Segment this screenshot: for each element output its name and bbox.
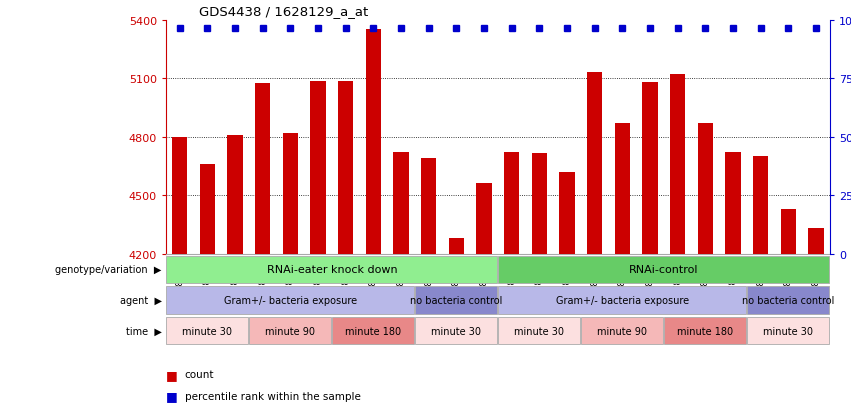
Text: GDS4438 / 1628129_a_at: GDS4438 / 1628129_a_at xyxy=(199,5,368,18)
Bar xyxy=(333,317,414,344)
Bar xyxy=(167,287,414,314)
Bar xyxy=(665,317,746,344)
Bar xyxy=(643,83,658,254)
Bar xyxy=(559,172,574,254)
Bar xyxy=(581,317,663,344)
Bar xyxy=(670,75,685,254)
Bar xyxy=(747,287,829,314)
Bar xyxy=(532,154,547,254)
Bar xyxy=(227,135,243,254)
Text: no bacteria control: no bacteria control xyxy=(410,295,503,305)
Text: time  ▶: time ▶ xyxy=(126,326,162,336)
Bar xyxy=(421,159,437,254)
Text: Gram+/- bacteria exposure: Gram+/- bacteria exposure xyxy=(224,295,357,305)
Text: count: count xyxy=(185,370,214,380)
Bar xyxy=(393,153,408,254)
Text: minute 90: minute 90 xyxy=(266,326,316,336)
Text: Gram+/- bacteria exposure: Gram+/- bacteria exposure xyxy=(556,295,688,305)
Bar xyxy=(338,82,353,254)
Text: genotype/variation  ▶: genotype/variation ▶ xyxy=(55,265,162,275)
Bar xyxy=(366,31,381,254)
Text: minute 30: minute 30 xyxy=(431,326,482,336)
Bar xyxy=(255,84,271,254)
Bar xyxy=(283,133,298,254)
Bar xyxy=(499,287,746,314)
Text: minute 180: minute 180 xyxy=(677,326,734,336)
Text: minute 180: minute 180 xyxy=(346,326,402,336)
Text: RNAi-eater knock down: RNAi-eater knock down xyxy=(266,265,397,275)
Text: agent  ▶: agent ▶ xyxy=(120,295,162,305)
Text: minute 30: minute 30 xyxy=(514,326,564,336)
Bar xyxy=(614,124,630,254)
Bar xyxy=(448,238,464,254)
Text: ■: ■ xyxy=(166,368,178,381)
Text: minute 30: minute 30 xyxy=(763,326,814,336)
Bar xyxy=(415,317,497,344)
Bar xyxy=(499,317,580,344)
Text: RNAi-control: RNAi-control xyxy=(629,265,699,275)
Text: minute 30: minute 30 xyxy=(182,326,232,336)
Bar xyxy=(249,317,331,344)
Bar xyxy=(747,317,829,344)
Bar xyxy=(167,317,248,344)
Bar xyxy=(504,153,519,254)
Text: ■: ■ xyxy=(166,389,178,403)
Bar xyxy=(311,82,326,254)
Text: no bacteria control: no bacteria control xyxy=(742,295,835,305)
Bar xyxy=(587,73,603,254)
Bar xyxy=(172,137,187,254)
Bar xyxy=(477,184,492,254)
Bar xyxy=(725,153,740,254)
Bar xyxy=(415,287,497,314)
Text: minute 90: minute 90 xyxy=(597,326,648,336)
Bar xyxy=(200,164,215,254)
Bar xyxy=(698,124,713,254)
Bar xyxy=(780,209,796,254)
Text: percentile rank within the sample: percentile rank within the sample xyxy=(185,391,361,401)
Bar xyxy=(753,157,768,254)
Bar xyxy=(499,256,829,283)
Bar xyxy=(808,229,824,254)
Bar xyxy=(167,256,497,283)
